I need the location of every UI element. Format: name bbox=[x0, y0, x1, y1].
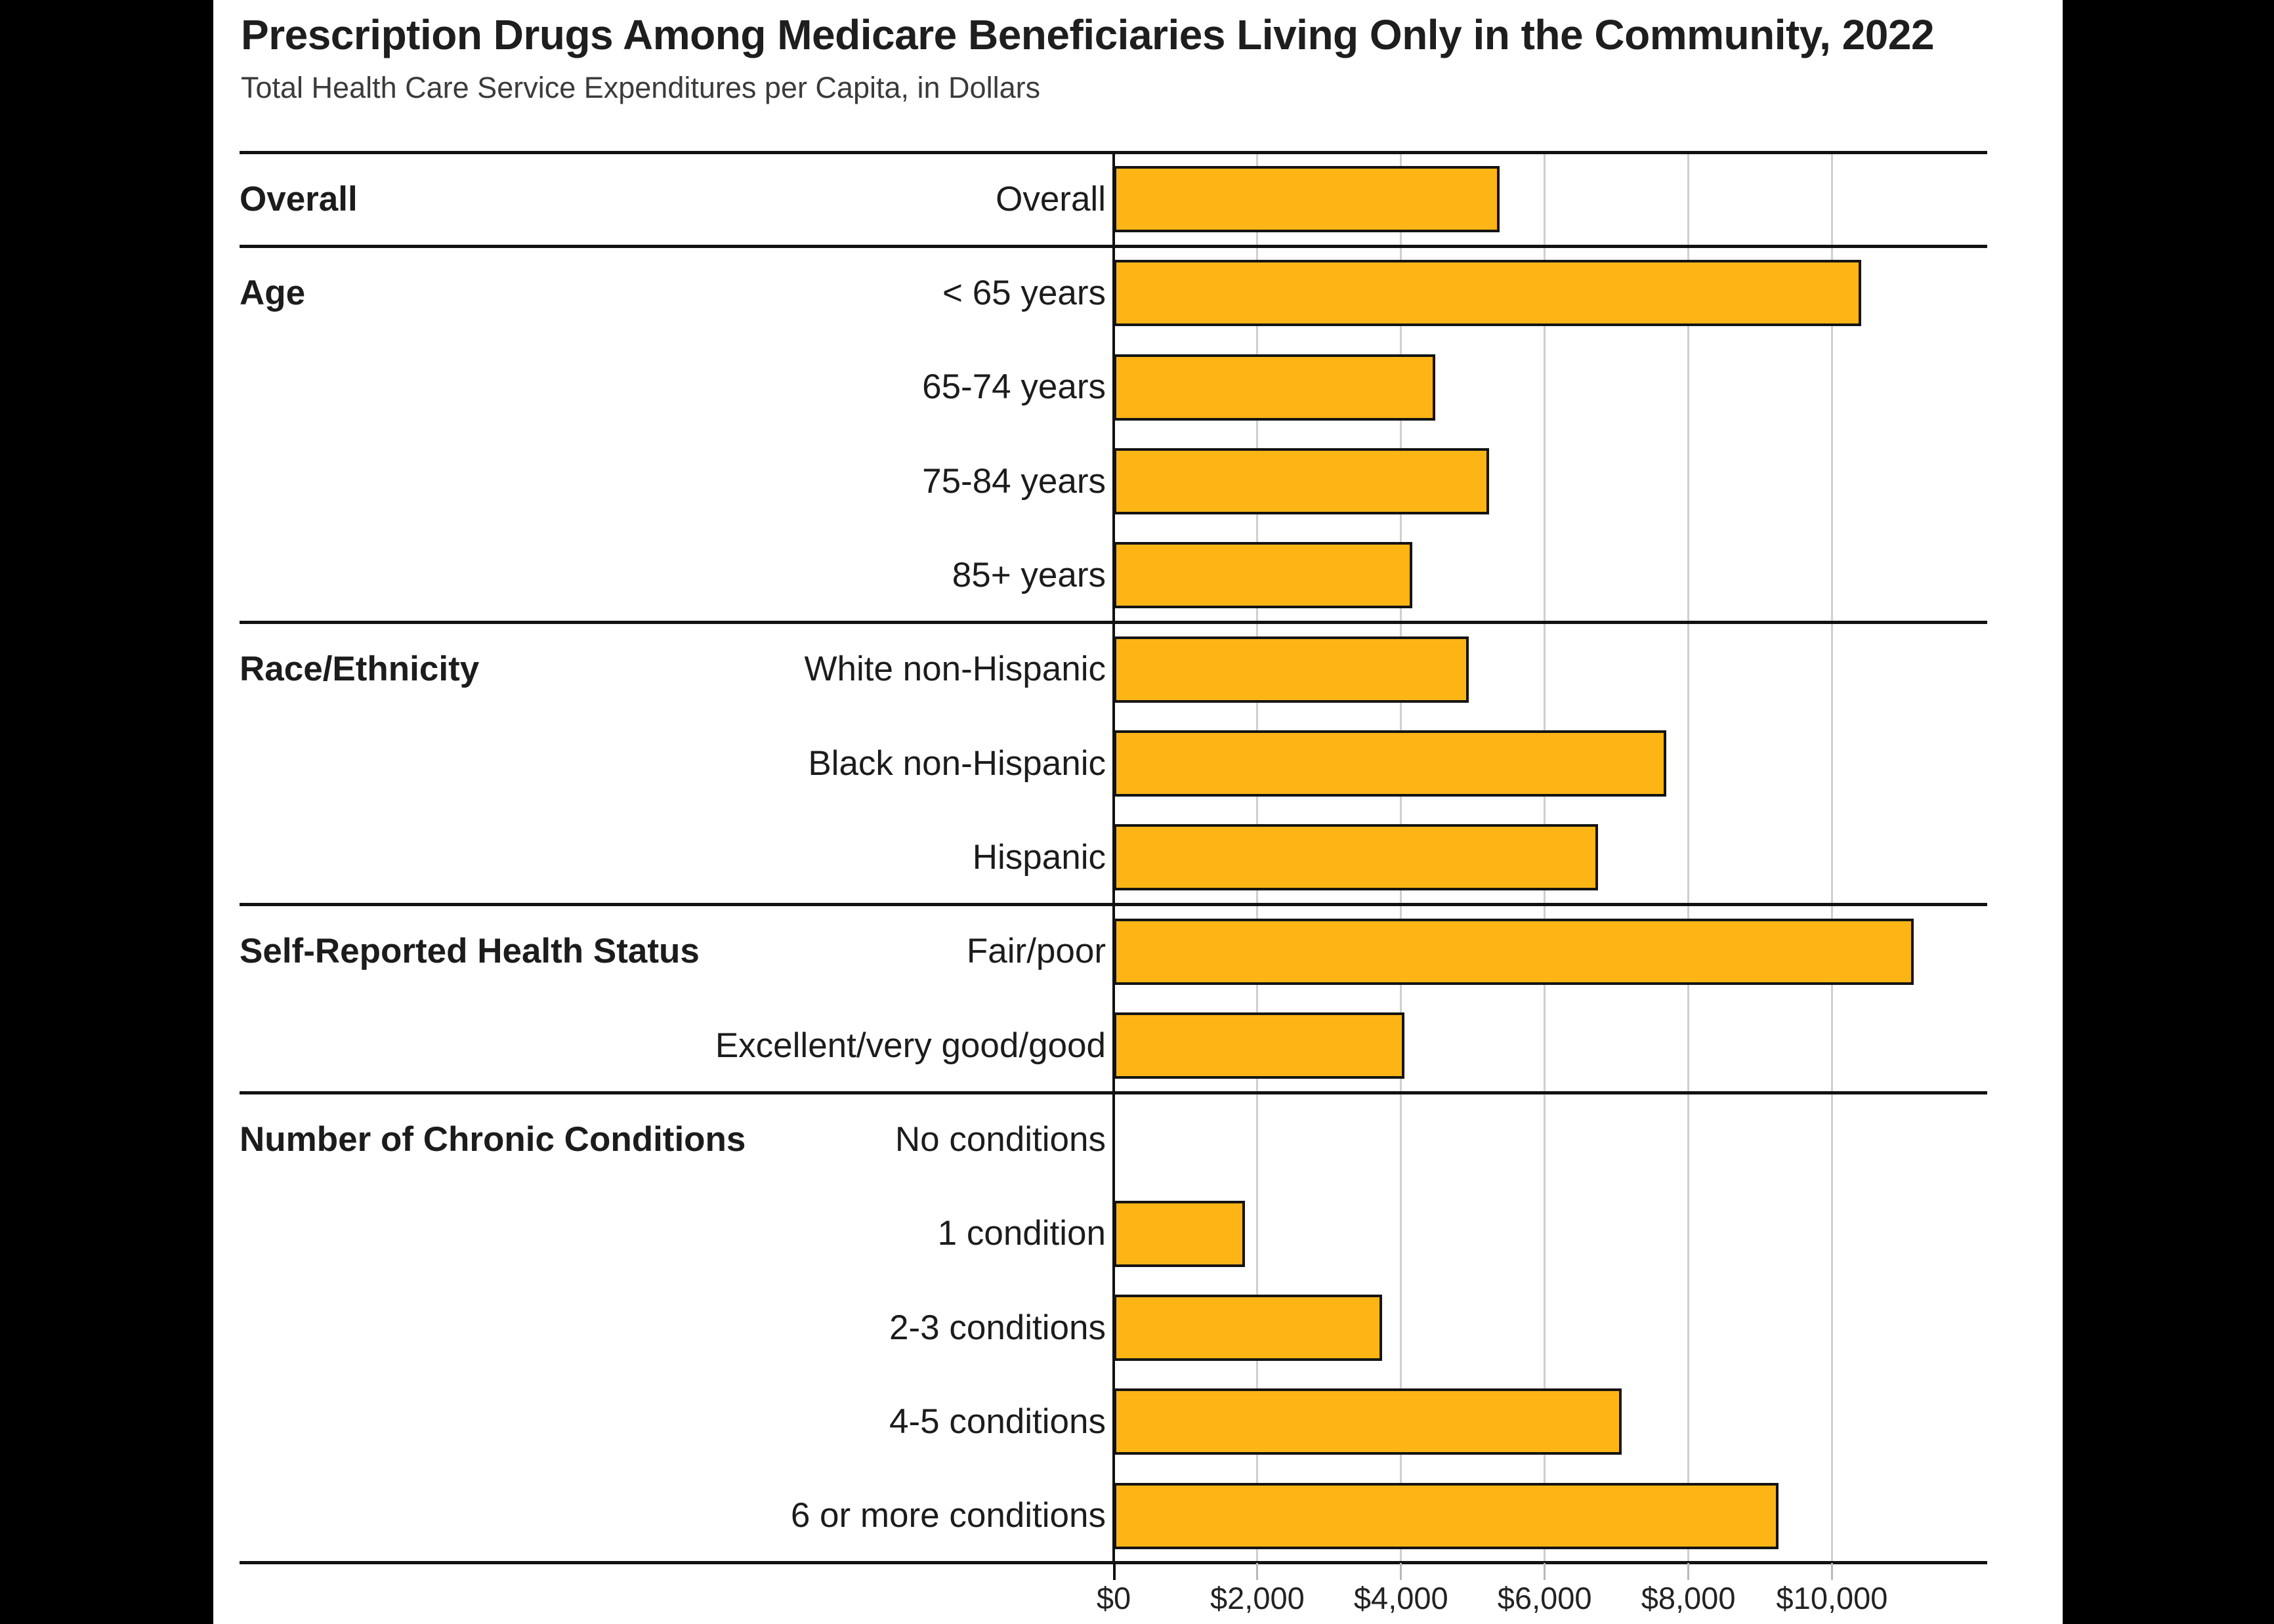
category-label: 6 or more conditions bbox=[790, 1496, 1106, 1535]
category-label: Fair/poor bbox=[966, 932, 1106, 971]
x-gridline bbox=[1687, 152, 1690, 1563]
chart-title: Prescription Drugs Among Medicare Benefi… bbox=[241, 11, 1935, 58]
group-divider-line bbox=[240, 244, 1987, 248]
bar bbox=[1114, 354, 1435, 421]
bar bbox=[1114, 1388, 1622, 1455]
bar bbox=[1114, 1200, 1245, 1267]
group-label: Overall bbox=[240, 179, 358, 219]
category-label: 2-3 conditions bbox=[889, 1308, 1106, 1347]
bar bbox=[1114, 636, 1469, 703]
category-label: No conditions bbox=[895, 1119, 1106, 1159]
category-label: 85+ years bbox=[952, 555, 1106, 594]
bar bbox=[1114, 918, 1914, 985]
group-divider-line bbox=[240, 903, 1987, 907]
x-axis-tick-label: $8,000 bbox=[1641, 1581, 1736, 1615]
category-label: Excellent/very good/good bbox=[715, 1026, 1106, 1065]
chart-subtitle: Total Health Care Service Expenditures p… bbox=[241, 71, 1041, 104]
category-label: < 65 years bbox=[942, 273, 1106, 312]
bar bbox=[1114, 1482, 1779, 1549]
bar bbox=[1114, 1294, 1382, 1361]
x-axis-tick bbox=[1687, 1563, 1690, 1580]
category-label: 4-5 conditions bbox=[889, 1402, 1106, 1441]
x-axis-tick bbox=[1112, 1563, 1116, 1580]
category-label: Overall bbox=[996, 179, 1106, 219]
group-divider-line bbox=[240, 1561, 1987, 1565]
category-label: 1 condition bbox=[937, 1214, 1106, 1253]
x-axis-tick bbox=[1400, 1563, 1402, 1580]
x-axis-tick-label: $2,000 bbox=[1210, 1581, 1305, 1615]
group-label: Race/Ethnicity bbox=[240, 650, 480, 689]
group-label: Number of Chronic Conditions bbox=[240, 1119, 746, 1159]
group-divider-line bbox=[240, 1091, 1987, 1094]
x-axis-tick-label: $4,000 bbox=[1353, 1581, 1448, 1615]
category-label: 65-74 years bbox=[922, 367, 1106, 407]
bar bbox=[1114, 448, 1489, 514]
x-axis-tick bbox=[1544, 1563, 1546, 1580]
x-axis-tick-label: $6,000 bbox=[1497, 1581, 1592, 1615]
x-axis-tick-label: $10,000 bbox=[1776, 1581, 1888, 1615]
bar bbox=[1114, 1012, 1404, 1079]
category-label: 75-84 years bbox=[922, 461, 1106, 501]
group-label: Self-Reported Health Status bbox=[240, 932, 700, 971]
group-divider-line bbox=[240, 150, 1987, 154]
bar bbox=[1114, 824, 1599, 891]
bar bbox=[1114, 542, 1412, 609]
x-axis-tick bbox=[1831, 1563, 1833, 1580]
group-label: Age bbox=[240, 273, 306, 312]
category-label: Hispanic bbox=[972, 837, 1106, 877]
x-axis-tick bbox=[1256, 1563, 1259, 1580]
category-label: Black non-Hispanic bbox=[808, 743, 1106, 783]
category-label: White non-Hispanic bbox=[804, 650, 1106, 689]
x-axis-tick-label: $0 bbox=[1096, 1581, 1131, 1615]
bar bbox=[1114, 260, 1861, 327]
bar bbox=[1114, 730, 1666, 797]
group-divider-line bbox=[240, 621, 1987, 625]
x-gridline bbox=[1831, 152, 1833, 1563]
chart-panel: Prescription Drugs Among Medicare Benefi… bbox=[213, 0, 2063, 1624]
bar-chart-plot-area: Overall Overall Age < 65 years 65-74 years 75… bbox=[213, 150, 1987, 1565]
y-axis-line bbox=[1112, 152, 1115, 1563]
bar bbox=[1114, 166, 1500, 232]
